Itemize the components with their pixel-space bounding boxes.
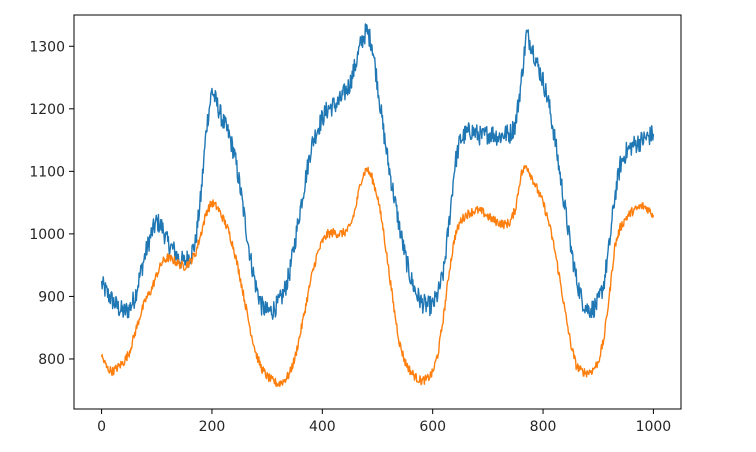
x-tick-label: 0 (97, 419, 106, 435)
y-tick-label: 1000 (29, 227, 65, 243)
y-tick-label: 1300 (29, 39, 65, 55)
plot-frame (73, 14, 682, 410)
x-axis-ticks: 0 200 400 600 800 1000 (97, 409, 671, 435)
y-axis-ticks: 800 900 1000 1100 1200 1300 (29, 39, 74, 368)
x-tick-label: 600 (419, 419, 446, 435)
series-1-line (100, 23, 655, 320)
y-tick-label: 900 (38, 289, 65, 305)
x-tick-label: 800 (530, 419, 557, 435)
x-tick-label: 400 (309, 419, 336, 435)
y-tick-label: 1200 (29, 102, 65, 118)
series-layer (100, 23, 655, 388)
series-2-line (100, 164, 655, 388)
x-tick-label: 200 (199, 419, 226, 435)
y-tick-label: 1100 (29, 164, 65, 180)
x-tick-label: 1000 (636, 419, 672, 435)
y-tick-label: 800 (38, 352, 65, 368)
